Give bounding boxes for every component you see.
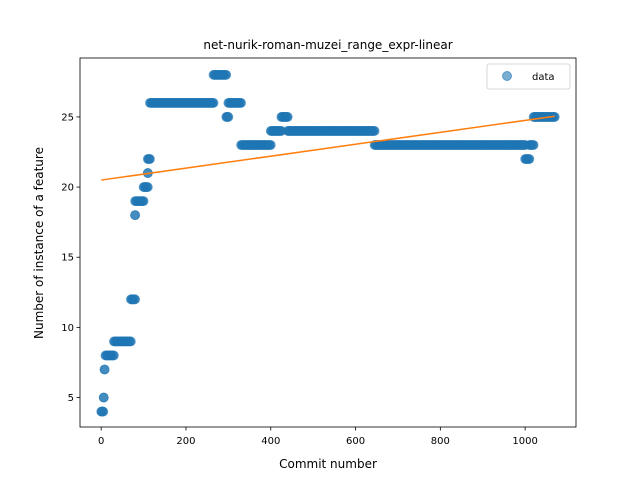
plot-frame xyxy=(79,57,577,428)
data-point xyxy=(524,154,535,164)
data-point xyxy=(369,126,380,136)
data-point xyxy=(130,210,141,221)
y-tick-label: 20 xyxy=(61,183,74,194)
data-point xyxy=(98,406,109,417)
chart-title: net-nurik-roman-muzei_range_expr-linear xyxy=(203,38,452,52)
fit-line xyxy=(101,115,555,181)
data-point xyxy=(282,112,293,122)
x-tick-label: 0 xyxy=(98,436,104,447)
data-point xyxy=(265,140,276,150)
legend: data xyxy=(486,63,571,90)
data-point xyxy=(130,294,141,305)
x-tick-label: 600 xyxy=(346,436,365,447)
data-point xyxy=(528,140,539,150)
x-tick-label: 200 xyxy=(176,436,195,447)
data-point xyxy=(138,196,149,207)
y-axis-label: Number of instance of a feature xyxy=(32,147,46,339)
data-point xyxy=(221,69,232,80)
x-tick-label: 1000 xyxy=(512,436,537,447)
data-point xyxy=(99,364,110,375)
data-point xyxy=(145,154,155,164)
y-tick-label: 10 xyxy=(61,323,74,334)
x-tick-label: 800 xyxy=(431,436,450,447)
data-point xyxy=(98,392,109,403)
legend-entry-data: data xyxy=(532,72,555,83)
x-axis-label: Commit number xyxy=(279,457,377,471)
plot-area xyxy=(96,69,560,417)
legend-marker-data xyxy=(502,71,512,81)
axis-ticks: 0 200 400 600 800 1000 5 10 15 20 25 xyxy=(61,112,538,447)
y-tick-label: 15 xyxy=(61,253,74,264)
y-tick-label: 5 xyxy=(68,393,74,404)
data-point xyxy=(236,98,246,108)
data-point xyxy=(223,112,234,122)
y-tick-label: 25 xyxy=(61,112,74,123)
x-tick-label: 400 xyxy=(261,436,280,447)
data-point xyxy=(125,336,136,347)
data-point xyxy=(109,350,119,361)
data-point xyxy=(142,182,153,192)
legend-box xyxy=(486,63,571,90)
data-point xyxy=(208,98,219,108)
